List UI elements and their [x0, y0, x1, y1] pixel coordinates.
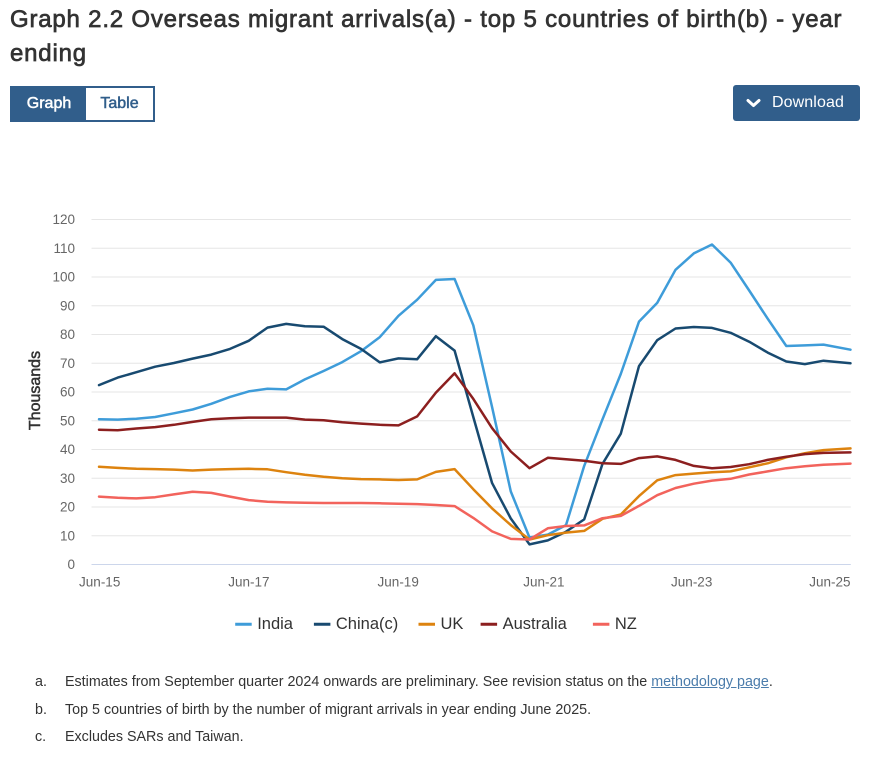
svg-text:Australia: Australia — [503, 615, 568, 633]
svg-text:80: 80 — [60, 327, 75, 342]
svg-text:40: 40 — [60, 442, 75, 457]
svg-text:100: 100 — [52, 270, 75, 285]
svg-text:NZ: NZ — [615, 615, 637, 633]
svg-text:110: 110 — [53, 241, 75, 256]
svg-text:Jun-21: Jun-21 — [523, 575, 564, 590]
svg-text:Thousands: Thousands — [27, 351, 44, 430]
svg-text:90: 90 — [60, 298, 75, 313]
svg-text:Jun-17: Jun-17 — [228, 575, 269, 590]
svg-text:70: 70 — [60, 356, 75, 371]
svg-text:Jun-19: Jun-19 — [378, 575, 419, 590]
svg-text:Jun-15: Jun-15 — [79, 575, 120, 590]
svg-text:120: 120 — [52, 212, 75, 227]
svg-text:60: 60 — [60, 385, 75, 400]
svg-text:Jun-23: Jun-23 — [671, 575, 712, 590]
svg-text:10: 10 — [60, 529, 75, 544]
svg-text:0: 0 — [67, 557, 75, 572]
svg-text:30: 30 — [60, 471, 75, 486]
svg-text:India: India — [257, 615, 294, 633]
svg-text:20: 20 — [60, 500, 75, 515]
svg-text:50: 50 — [60, 413, 75, 428]
svg-text:UK: UK — [441, 615, 464, 633]
svg-text:China(c): China(c) — [336, 615, 398, 633]
svg-text:Jun-25: Jun-25 — [809, 575, 850, 590]
